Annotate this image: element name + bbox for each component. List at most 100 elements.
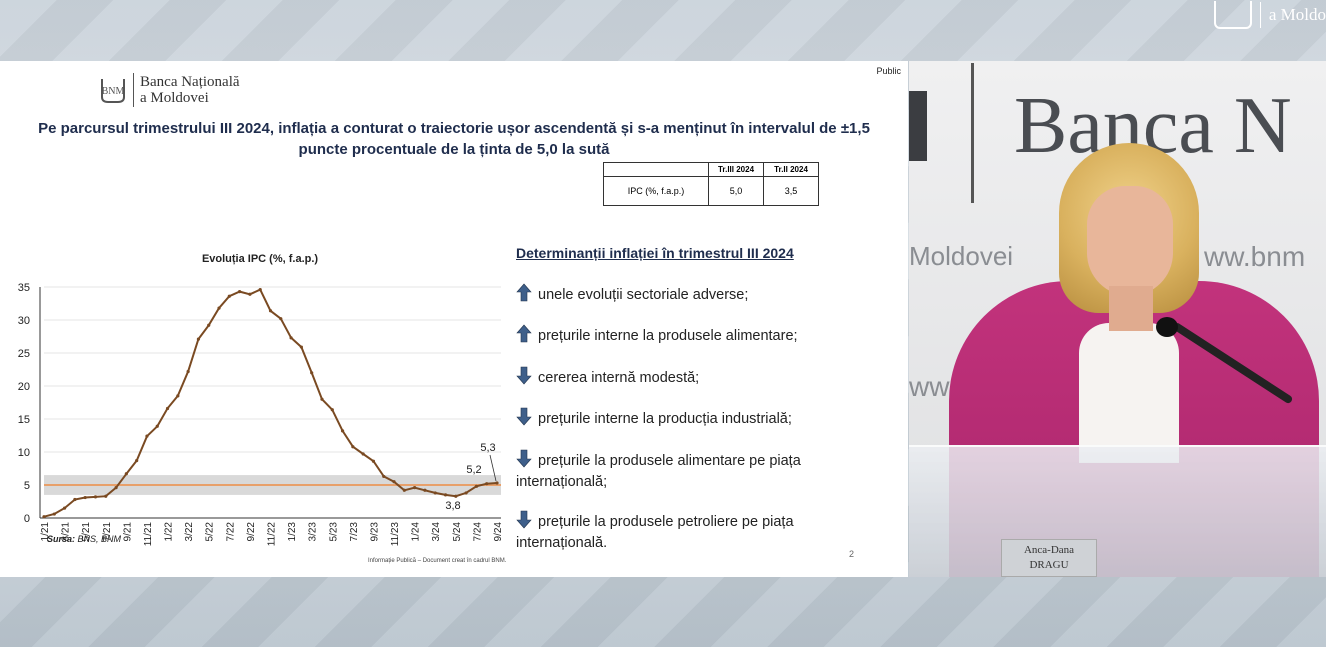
ipc-point — [52, 512, 56, 516]
x-tick-label: 3/23 — [308, 522, 319, 542]
arrow-down-icon — [516, 510, 532, 529]
classification-label: Public — [876, 66, 901, 76]
determinant-text: prețurile interne la producția industria… — [538, 411, 792, 427]
determinant-text: prețurile interne la produsele alimentar… — [538, 328, 798, 344]
ipc-point — [238, 290, 242, 294]
x-tick-label: 5/21 — [81, 522, 92, 542]
ipc-point — [413, 486, 417, 490]
bnm-name-line2: a Moldovei — [140, 90, 209, 106]
ipc-point — [93, 495, 98, 499]
bnm-name-line1: Banca Națională — [140, 74, 240, 90]
x-tick-label: 9/21 — [122, 522, 133, 542]
determinant-item: prețurile interne la producția industria… — [516, 407, 846, 430]
ipc-point — [42, 515, 46, 519]
ipc-point — [382, 474, 386, 479]
glass-podium — [909, 445, 1326, 577]
y-tick-label: 20 — [18, 381, 30, 393]
annotation-leader — [489, 454, 497, 482]
determinant-text: prețurile la produsele alimentare pe pia… — [516, 453, 801, 490]
ipc-point — [299, 345, 303, 349]
table-cell-q3: 5,0 — [708, 176, 764, 206]
annotation-label: 5,2 — [466, 464, 481, 476]
x-tick-label: 7/23 — [349, 522, 360, 542]
ipc-point — [176, 394, 180, 398]
svg-text:BNM: BNM — [102, 86, 125, 97]
ipc-point — [330, 408, 334, 412]
x-tick-label: 11/23 — [390, 522, 401, 547]
ipc-point — [443, 493, 448, 497]
logo-separator — [133, 73, 134, 107]
ipc-point — [135, 458, 139, 463]
x-tick-label: 1/24 — [411, 522, 422, 542]
ipc-point — [485, 482, 489, 486]
x-tick-label: 7/24 — [472, 522, 483, 542]
x-tick-label: 1/21 — [40, 522, 51, 542]
ipc-point — [186, 369, 190, 374]
ipc-point — [207, 323, 211, 327]
x-tick-label: 9/23 — [369, 522, 380, 542]
determinant-item: prețurile interne la produsele alimentar… — [516, 324, 846, 347]
ipc-point — [340, 429, 345, 433]
ipc-point — [196, 337, 201, 341]
ipc-point — [83, 495, 87, 500]
bnm-name: Banca Națională a Moldovei — [140, 74, 240, 106]
arrow-down-icon — [516, 366, 532, 385]
ipc-point — [474, 484, 479, 488]
ipc-table: Tr.III 2024 Tr.II 2024 IPC (%, f.a.p.) 5… — [603, 162, 819, 206]
determinant-item: unele evoluții sectoriale adverse; — [516, 283, 846, 306]
ipc-point — [351, 445, 355, 449]
ipc-point — [145, 434, 149, 438]
ipc-point — [454, 494, 458, 498]
determinant-item: prețurile la produsele alimentare pe pia… — [516, 449, 846, 493]
x-tick-label: 3/22 — [184, 522, 195, 542]
speaker-video: Banca N Moldovei ww.bnm ww.b Anca-Dana DR… — [909, 61, 1326, 577]
ipc-point — [217, 306, 221, 310]
ipc-point — [402, 488, 406, 492]
x-tick-label: 3/24 — [431, 522, 442, 542]
ipc-point — [73, 497, 77, 502]
x-tick-label: 11/21 — [143, 522, 154, 547]
source-text: BNS, BNM — [77, 534, 122, 544]
x-tick-label: 3/21 — [61, 522, 72, 542]
slide-title-line2: puncte procentuale de la ținta de 5,0 la… — [298, 141, 610, 158]
bnm-logo: BNM Banca Națională a Moldovei — [99, 73, 240, 107]
x-tick-label: 9/24 — [493, 522, 504, 542]
backdrop-logo-fragment — [909, 91, 927, 161]
source-note: Sursa: BNS, BNM — [47, 534, 121, 544]
table-header-q3: Tr.III 2024 — [708, 162, 764, 177]
table-cell-q2: 3,5 — [763, 176, 819, 206]
table-header-empty — [603, 162, 709, 177]
backdrop-text-url: ww.bnm — [1204, 241, 1306, 272]
backdrop-text-small: Moldovei — [909, 241, 1014, 271]
slide-footer: Informație Publică – Document creat în c… — [368, 558, 507, 564]
speaker-face — [1087, 186, 1173, 296]
annotation-label: 3,8 — [445, 500, 460, 512]
stream-corner-logo: a Moldo — [1213, 0, 1326, 30]
source-label: Sursa: — [47, 534, 76, 544]
logo-separator — [1259, 2, 1261, 28]
arrow-down-icon — [516, 407, 532, 426]
y-tick-label: 0 — [24, 513, 30, 525]
ipc-point — [361, 452, 365, 456]
bnm-emblem-icon: BNM — [101, 79, 125, 103]
ipc-point — [124, 472, 128, 476]
speaker-blouse — [1079, 323, 1179, 463]
ipc-point — [320, 397, 324, 401]
determinant-item: prețurile la produsele petroliere pe pia… — [516, 510, 846, 554]
x-tick-label: 5/24 — [452, 522, 463, 542]
ipc-point — [392, 480, 396, 484]
y-tick-label: 30 — [18, 315, 30, 327]
backdrop-separator — [971, 63, 974, 203]
table-row-label: IPC (%, f.a.p.) — [603, 176, 709, 206]
ipc-point — [289, 336, 293, 340]
ipc-point — [114, 486, 118, 490]
y-tick-label: 10 — [18, 447, 30, 459]
ipc-point — [62, 506, 67, 510]
x-tick-label: 5/23 — [328, 522, 339, 542]
table-header-q2: Tr.II 2024 — [763, 162, 819, 177]
presentation-slide: Public BNM Banca Națională a Moldovei Pe… — [0, 61, 908, 578]
page-number: 2 — [849, 549, 855, 559]
speaker-neck — [1109, 286, 1153, 331]
arrow-down-icon — [516, 449, 532, 468]
y-tick-label: 15 — [18, 414, 30, 426]
